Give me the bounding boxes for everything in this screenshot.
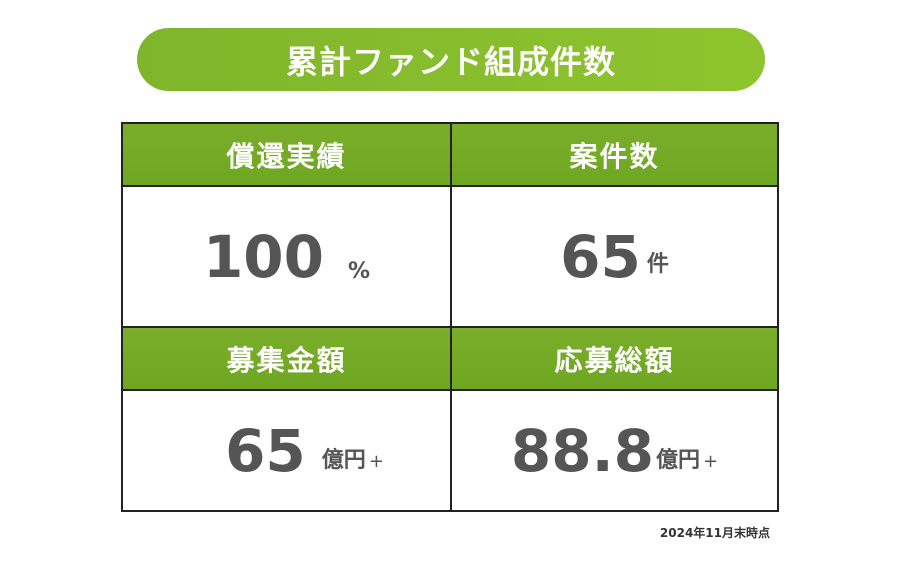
applied-unit: 億円 — [656, 447, 701, 473]
header-raised: 募集金額 — [123, 328, 450, 389]
repayment-unit: % — [348, 259, 371, 284]
header-projects: 案件数 — [452, 124, 777, 185]
value-applied: 88.8 億円 + — [452, 391, 777, 510]
stats-grid: 償還実績 案件数 100 % 65 件 募集金額 応募総額 65 億円 + 88… — [121, 122, 779, 512]
raised-value: 65 — [225, 416, 306, 485]
value-projects: 65 件 — [452, 187, 777, 326]
page-title: 累計ファンド組成件数 — [285, 42, 616, 81]
header-repayment: 償還実績 — [123, 124, 450, 185]
header-projects-label: 案件数 — [569, 139, 660, 173]
grid-divider-row1 — [123, 185, 777, 187]
header-raised-label: 募集金額 — [226, 343, 347, 377]
value-repayment: 100 % — [123, 187, 450, 326]
value-raised: 65 億円 + — [123, 391, 450, 510]
header-applied: 応募総額 — [452, 328, 777, 389]
repayment-value: 100 — [202, 222, 325, 291]
raised-plus: + — [368, 451, 384, 472]
title-banner: 累計ファンド組成件数 — [137, 28, 765, 91]
header-applied-label: 応募総額 — [554, 343, 675, 377]
grid-divider-row2 — [123, 326, 777, 328]
as-of-note: 2024年11月末時点 — [659, 526, 770, 540]
projects-unit: 件 — [646, 251, 669, 277]
grid-divider-vertical — [450, 124, 452, 510]
grid-divider-row3 — [123, 389, 777, 391]
header-repayment-label: 償還実績 — [226, 139, 347, 173]
raised-unit: 億円 — [321, 447, 366, 473]
applied-plus: + — [703, 451, 719, 472]
applied-value: 88.8 — [510, 416, 654, 485]
projects-value: 65 — [560, 222, 641, 291]
